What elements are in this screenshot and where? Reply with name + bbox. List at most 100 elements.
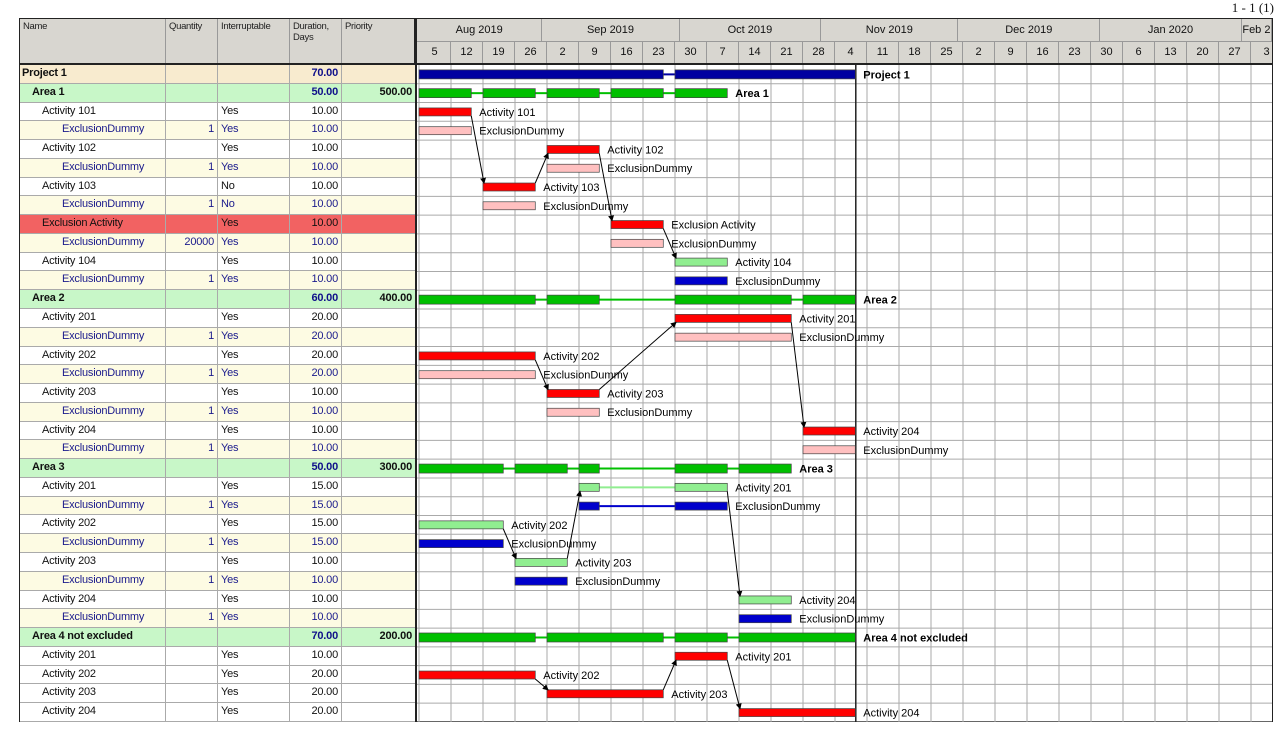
priority-cell[interactable] bbox=[342, 591, 415, 609]
interruptable-cell[interactable]: Yes bbox=[218, 496, 290, 515]
name-cell[interactable]: ExclusionDummy bbox=[20, 402, 166, 421]
quantity-cell[interactable] bbox=[166, 628, 218, 646]
name-cell[interactable]: Activity 201 bbox=[20, 477, 166, 496]
duration-cell[interactable]: 10.00 bbox=[290, 177, 342, 196]
activity-row[interactable]: Activity 201 Yes 10.00 bbox=[20, 646, 415, 666]
quantity-cell[interactable]: 1 bbox=[166, 571, 218, 590]
activity-row[interactable]: Activity 103 No 10.00 bbox=[20, 177, 415, 197]
duration-cell[interactable]: 10.00 bbox=[290, 553, 342, 571]
quantity-cell[interactable] bbox=[166, 290, 218, 308]
dummy-row[interactable]: ExclusionDummy 1 Yes 10.00 bbox=[20, 609, 415, 629]
interruptable-cell[interactable]: Yes bbox=[218, 515, 290, 534]
priority-cell[interactable] bbox=[342, 497, 415, 515]
duration-cell[interactable]: 50.00 bbox=[290, 459, 342, 477]
name-cell[interactable]: ExclusionDummy bbox=[20, 609, 166, 628]
interruptable-cell[interactable]: Yes bbox=[218, 421, 290, 440]
column-header-priority[interactable]: Priority bbox=[345, 21, 373, 32]
priority-cell[interactable] bbox=[342, 103, 415, 121]
quantity-cell[interactable]: 1 bbox=[166, 121, 218, 140]
name-cell[interactable]: Area 1 bbox=[20, 83, 166, 102]
activity-row[interactable]: Activity 204 Yes 10.00 bbox=[20, 590, 415, 610]
priority-cell[interactable] bbox=[342, 422, 415, 440]
activity-row[interactable]: Activity 201 Yes 20.00 bbox=[20, 309, 415, 328]
name-cell[interactable]: Activity 202 bbox=[20, 665, 166, 684]
duration-cell[interactable]: 10.00 bbox=[290, 121, 342, 140]
duration-cell[interactable]: 60.00 bbox=[290, 290, 342, 308]
priority-cell[interactable] bbox=[342, 609, 415, 627]
interruptable-cell[interactable]: Yes bbox=[218, 271, 290, 290]
duration-cell[interactable]: 10.00 bbox=[290, 102, 342, 121]
area-row[interactable]: Area 1 50.00 500.00 bbox=[20, 83, 415, 103]
duration-cell[interactable]: 10.00 bbox=[290, 421, 342, 440]
priority-cell[interactable]: 400.00 bbox=[379, 292, 413, 305]
priority-cell[interactable] bbox=[342, 253, 415, 271]
dummy-row[interactable]: ExclusionDummy 1 Yes 10.00 bbox=[20, 440, 415, 460]
name-cell[interactable]: Exclusion Activity bbox=[20, 215, 166, 233]
interruptable-cell[interactable]: Yes bbox=[218, 140, 290, 158]
quantity-cell[interactable] bbox=[166, 590, 218, 609]
interruptable-cell[interactable]: Yes bbox=[218, 703, 290, 721]
priority-cell[interactable] bbox=[342, 515, 415, 533]
quantity-cell[interactable] bbox=[166, 515, 218, 534]
name-cell[interactable]: Activity 204 bbox=[20, 590, 166, 609]
duration-cell[interactable]: 10.00 bbox=[290, 609, 342, 628]
quantity-cell[interactable]: 20000 bbox=[166, 233, 218, 252]
priority-cell[interactable] bbox=[342, 703, 415, 721]
interruptable-cell[interactable]: Yes bbox=[218, 402, 290, 421]
duration-cell[interactable]: 20.00 bbox=[290, 665, 342, 684]
name-cell[interactable]: Activity 204 bbox=[20, 703, 166, 721]
priority-cell[interactable] bbox=[342, 309, 415, 327]
name-cell[interactable]: Activity 203 bbox=[20, 684, 166, 703]
quantity-cell[interactable]: 1 bbox=[166, 327, 218, 346]
interruptable-cell[interactable]: Yes bbox=[218, 590, 290, 609]
priority-cell[interactable] bbox=[342, 365, 415, 383]
quantity-cell[interactable] bbox=[166, 421, 218, 440]
interruptable-cell[interactable] bbox=[218, 459, 290, 477]
priority-cell[interactable] bbox=[342, 572, 415, 590]
priority-cell[interactable] bbox=[342, 440, 415, 458]
dummy-row[interactable]: ExclusionDummy 1 Yes 10.00 bbox=[20, 402, 415, 422]
interruptable-cell[interactable] bbox=[218, 83, 290, 102]
priority-cell[interactable] bbox=[342, 647, 415, 665]
duration-cell[interactable]: 15.00 bbox=[290, 496, 342, 515]
duration-cell[interactable]: 10.00 bbox=[290, 140, 342, 158]
duration-cell[interactable]: 70.00 bbox=[290, 628, 342, 646]
quantity-cell[interactable]: 1 bbox=[166, 609, 218, 628]
priority-cell[interactable] bbox=[342, 328, 415, 346]
duration-cell[interactable]: 10.00 bbox=[290, 402, 342, 421]
duration-cell[interactable]: 15.00 bbox=[290, 534, 342, 553]
quantity-cell[interactable] bbox=[166, 646, 218, 665]
quantity-cell[interactable] bbox=[166, 553, 218, 571]
priority-cell[interactable] bbox=[342, 178, 415, 196]
quantity-cell[interactable] bbox=[166, 140, 218, 158]
priority-cell[interactable] bbox=[342, 553, 415, 571]
dummy-row[interactable]: ExclusionDummy 1 Yes 20.00 bbox=[20, 327, 415, 347]
activity-row[interactable]: Activity 104 Yes 10.00 bbox=[20, 252, 415, 272]
quantity-cell[interactable]: 1 bbox=[166, 440, 218, 459]
column-header-interruptable[interactable]: Interruptable bbox=[218, 19, 290, 63]
duration-cell[interactable]: 10.00 bbox=[290, 196, 342, 215]
interruptable-cell[interactable]: Yes bbox=[218, 534, 290, 553]
duration-cell[interactable]: 20.00 bbox=[290, 703, 342, 721]
area-row[interactable]: Area 4 not excluded 70.00 200.00 bbox=[20, 628, 415, 647]
interruptable-cell[interactable]: Yes bbox=[218, 346, 290, 365]
quantity-cell[interactable] bbox=[166, 65, 218, 83]
name-cell[interactable]: Area 4 not excluded bbox=[20, 628, 166, 646]
duration-cell[interactable]: 70.00 bbox=[290, 65, 342, 83]
activity-row[interactable]: Activity 203 Yes 20.00 bbox=[20, 684, 415, 704]
interruptable-cell[interactable]: Yes bbox=[218, 384, 290, 402]
duration-cell[interactable]: 20.00 bbox=[290, 684, 342, 703]
quantity-cell[interactable] bbox=[166, 477, 218, 496]
interruptable-cell[interactable]: No bbox=[218, 196, 290, 215]
dummy-row[interactable]: ExclusionDummy 1 Yes 10.00 bbox=[20, 571, 415, 591]
column-header-quantity[interactable]: Quantity bbox=[166, 19, 218, 63]
activity-row[interactable]: Activity 202 Yes 20.00 bbox=[20, 346, 415, 366]
priority-cell[interactable] bbox=[342, 684, 415, 702]
quantity-cell[interactable] bbox=[166, 665, 218, 684]
quantity-cell[interactable] bbox=[166, 102, 218, 121]
quantity-cell[interactable] bbox=[166, 177, 218, 196]
interruptable-cell[interactable]: Yes bbox=[218, 553, 290, 571]
quantity-cell[interactable]: 1 bbox=[166, 365, 218, 384]
name-cell[interactable]: ExclusionDummy bbox=[20, 121, 166, 140]
activity-row[interactable]: Activity 203 Yes 10.00 bbox=[20, 553, 415, 572]
